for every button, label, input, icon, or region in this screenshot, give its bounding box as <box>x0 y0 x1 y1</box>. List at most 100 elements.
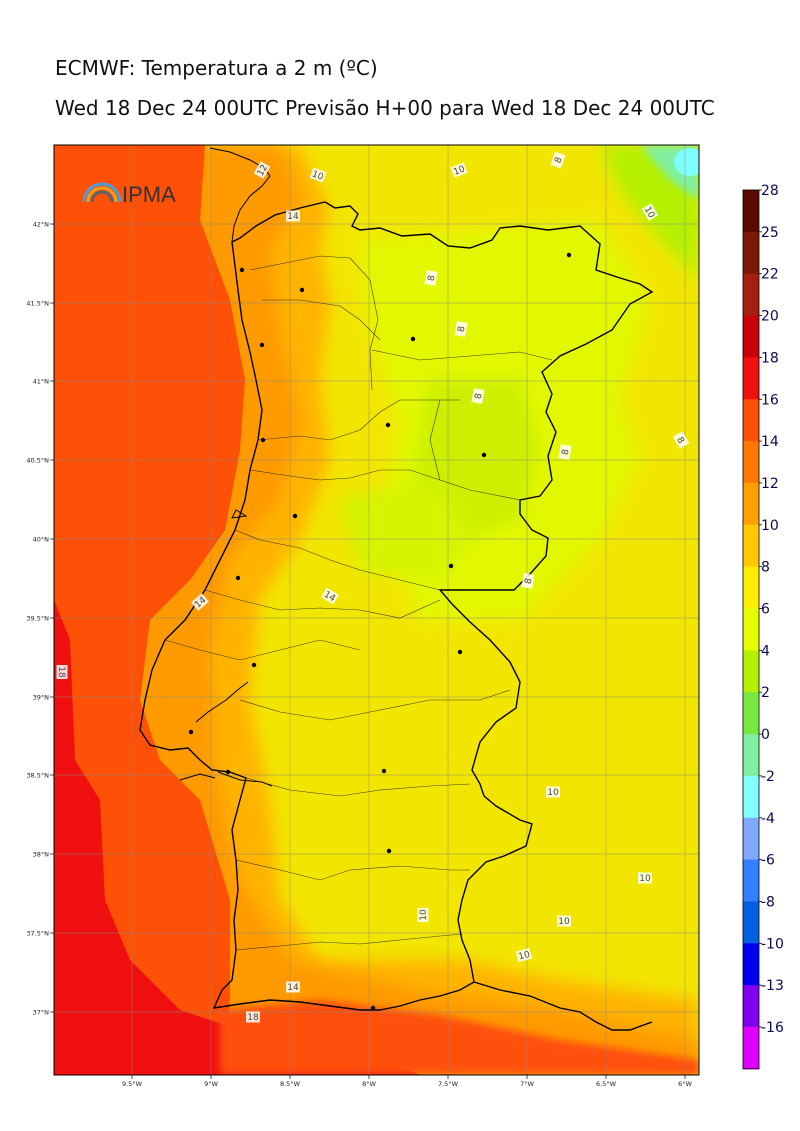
temperature-field <box>54 145 699 1075</box>
colorbar-swatch <box>743 775 759 819</box>
colorbar-label: 6 <box>761 602 770 618</box>
contour-label: 18 <box>56 665 68 679</box>
city-marker <box>251 662 257 668</box>
longitude-ticks: 9.5°W 9°W 8.5°W 8°W 7.5°W 7°W 6.5°W 6°W <box>122 1075 692 1088</box>
lat-tick-label: 41.5°N <box>26 300 49 308</box>
colorbar-label: -6 <box>761 853 775 869</box>
colorbar-swatch <box>743 650 759 693</box>
lat-tick-label: 37°N <box>33 1009 50 1017</box>
contour-label: 8 <box>471 388 485 404</box>
country-boundaries <box>139 147 654 1031</box>
colorbar-label: 12 <box>761 476 779 492</box>
contour-label: 10 <box>309 167 327 183</box>
svg-text:8: 8 <box>457 325 468 333</box>
colorbar-label: -10 <box>761 936 784 952</box>
colorbar-label: -8 <box>761 894 775 910</box>
colorbar-swatch <box>743 566 759 609</box>
lat-tick-label: 37.5°N <box>26 930 49 938</box>
svg-text:8: 8 <box>474 392 485 400</box>
svg-text:8: 8 <box>674 436 686 446</box>
svg-text:10: 10 <box>547 788 559 798</box>
colorbar-label: 18 <box>761 350 779 366</box>
contour-label: 10 <box>450 162 468 178</box>
colorbar-swatch <box>743 482 759 526</box>
district-boundaries <box>164 255 553 951</box>
contour-label: 8 <box>672 431 690 449</box>
lat-tick-label: 40.5°N <box>26 457 49 465</box>
city-marker <box>188 729 194 735</box>
contour-label: 12 <box>253 161 271 179</box>
contour-label: 10 <box>638 872 652 884</box>
lat-tick-label: 42°N <box>33 221 50 229</box>
map-title: ECMWF: Temperatura a 2 m (ºC) <box>55 56 378 80</box>
colorbar-label: -13 <box>761 978 784 994</box>
colorbar-frame <box>742 189 760 1070</box>
svg-text:8: 8 <box>524 577 535 585</box>
contour-label: 8 <box>558 444 572 460</box>
city-marker <box>239 267 245 273</box>
svg-text:18: 18 <box>56 666 66 678</box>
colorbar-label: 2 <box>761 685 770 701</box>
colorbar-swatch <box>743 1027 759 1070</box>
map-subtitle: Wed 18 Dec 24 00UTC Previsão H+00 para W… <box>55 96 715 120</box>
city-marker <box>448 563 454 569</box>
colorbar-label: 0 <box>761 727 770 743</box>
colorbar-swatch <box>743 399 759 442</box>
city-marker <box>566 252 572 258</box>
colorbar-label: 28 <box>761 183 779 199</box>
contour-label: 8 <box>521 573 535 589</box>
colorbar-label: 8 <box>761 560 770 576</box>
colorbar-swatch <box>743 441 759 484</box>
colorbar-label: 14 <box>761 434 779 450</box>
lon-tick-label: 6°W <box>678 1080 692 1088</box>
city-marker <box>299 287 305 293</box>
city-marker <box>292 513 298 519</box>
colorbar-swatch <box>743 315 759 358</box>
city-marker <box>235 575 241 581</box>
lat-tick-label: 41°N <box>33 378 50 386</box>
city-marker <box>410 336 416 342</box>
city-marker <box>385 422 391 428</box>
svg-text:14: 14 <box>287 983 299 993</box>
lon-tick-label: 8.5°W <box>280 1080 301 1088</box>
contour-label: 8 <box>454 321 468 337</box>
city-marker <box>225 769 231 775</box>
colorbar-swatch <box>743 231 759 275</box>
lon-tick-label: 7°W <box>520 1080 534 1088</box>
city-marker <box>259 342 265 348</box>
city-marker <box>457 649 463 655</box>
city-marker <box>386 848 392 854</box>
city-marker <box>260 437 266 443</box>
lat-tick-label: 38°N <box>33 851 50 859</box>
logo-text: IPMA <box>122 182 176 207</box>
city-marker <box>381 768 387 774</box>
lat-tick-label: 39.5°N <box>26 615 49 623</box>
svg-text:10: 10 <box>452 164 466 177</box>
city-marker <box>481 452 487 458</box>
colorbar-swatch <box>743 524 759 568</box>
svg-text:10: 10 <box>419 909 429 921</box>
city-marker <box>370 1005 376 1011</box>
svg-text:12: 12 <box>256 163 270 178</box>
colorbar-swatch <box>743 692 759 735</box>
contour-label: 10 <box>557 915 571 927</box>
colorbar-swatch <box>743 859 759 902</box>
svg-text:10: 10 <box>517 950 531 963</box>
svg-text:18: 18 <box>247 1013 259 1023</box>
colorbar-swatch <box>743 608 759 651</box>
contour-label: 8 <box>424 270 438 286</box>
colorbar-swatch <box>743 273 759 317</box>
svg-text:8: 8 <box>561 448 572 456</box>
svg-text:14: 14 <box>287 212 299 222</box>
lon-tick-label: 6.5°W <box>596 1080 617 1088</box>
colorbar-label: 16 <box>761 392 779 408</box>
lon-tick-label: 8°W <box>362 1080 376 1088</box>
contour-label: 18 <box>246 1011 260 1023</box>
colorbar-swatch <box>743 357 759 400</box>
svg-text:10: 10 <box>558 917 570 927</box>
contour-label: 10 <box>546 786 560 798</box>
colorbar-label: 25 <box>761 225 779 241</box>
colorbar-swatch <box>743 943 759 986</box>
